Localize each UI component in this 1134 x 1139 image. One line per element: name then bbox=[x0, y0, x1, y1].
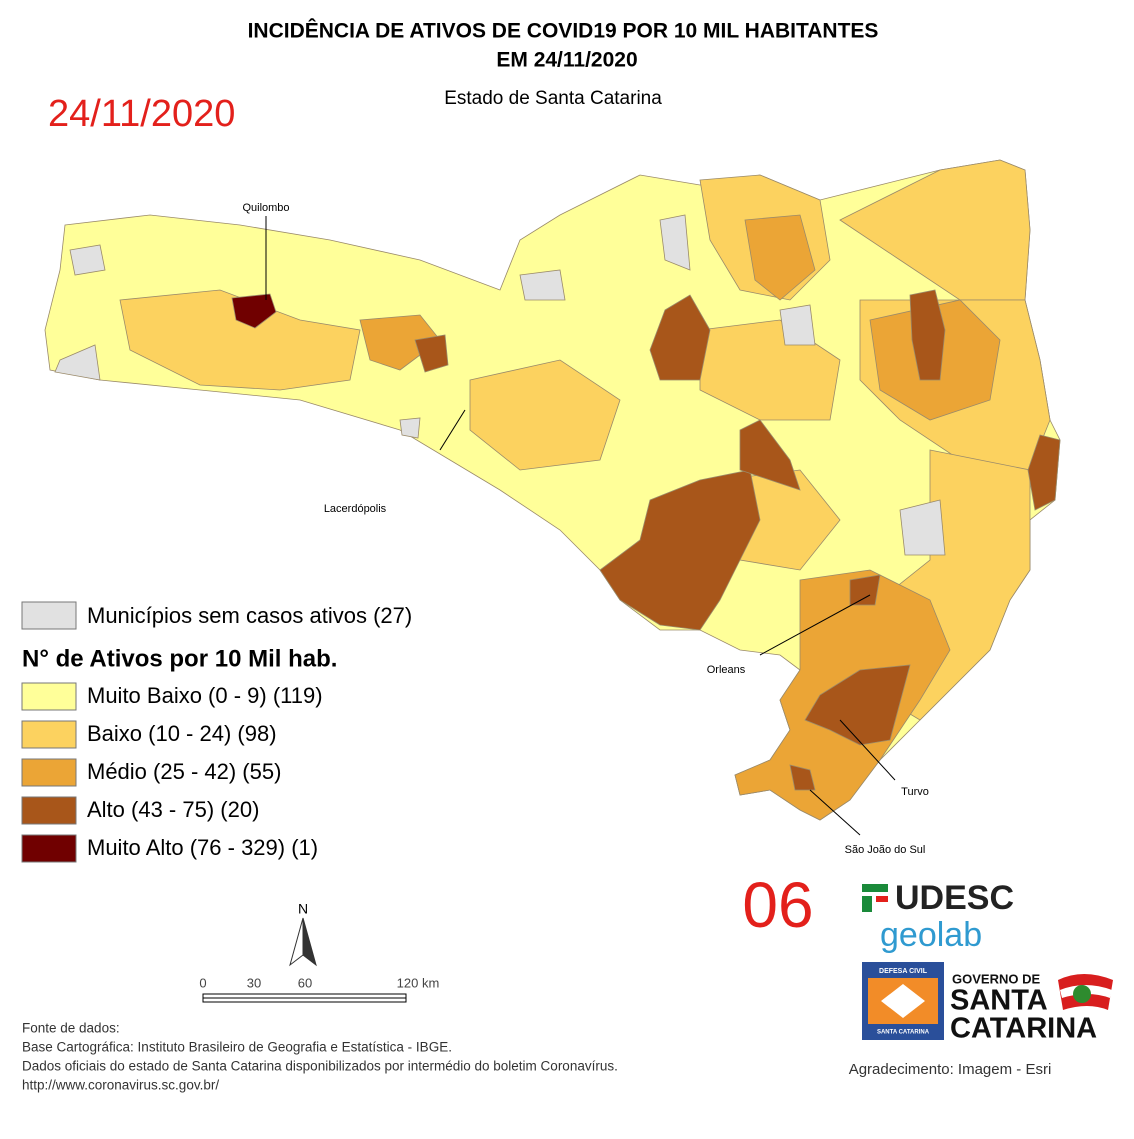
leader-line bbox=[809, 789, 861, 836]
logo-text: SANTA bbox=[950, 985, 1048, 1017]
region bbox=[804, 664, 911, 746]
logo-text: DEFESA CIVIL bbox=[879, 968, 928, 975]
logo-text: UDESC bbox=[895, 879, 1014, 917]
legend-label: Alto (43 - 75) (20) bbox=[87, 797, 259, 822]
legend-label: Muito Alto (76 - 329) (1) bbox=[87, 835, 318, 860]
arrow bbox=[289, 917, 304, 967]
page-number: 06 bbox=[742, 869, 813, 941]
region bbox=[519, 269, 566, 301]
legend-label: Baixo (10 - 24) (98) bbox=[87, 721, 277, 746]
legend-label: Muito Baixo (0 - 9) (119) bbox=[87, 683, 323, 708]
logo-text: CATARINA bbox=[950, 1013, 1097, 1045]
source-line: Dados oficiais do estado de Santa Catari… bbox=[22, 1059, 618, 1074]
leader-line bbox=[839, 719, 896, 781]
arrow bbox=[302, 917, 317, 967]
logos: UDESC geolab DEFESA CIVIL SANTA CATARINA… bbox=[862, 879, 1113, 1045]
source-line: Fonte de dados: bbox=[22, 1021, 120, 1036]
leader-line bbox=[439, 409, 466, 451]
scale-bar: 0 30 60 120 km bbox=[199, 975, 440, 1003]
subtitle: Estado de Santa Catarina bbox=[444, 88, 662, 109]
scale-box bbox=[202, 993, 407, 1003]
place-label: Lacerdópolis bbox=[324, 503, 387, 515]
region bbox=[779, 304, 816, 346]
scale-label: 30 bbox=[247, 975, 261, 990]
legend-swatch bbox=[21, 758, 77, 787]
title: EM 24/11/2020 bbox=[496, 49, 637, 72]
logo-text: SANTA CATARINA bbox=[877, 1030, 930, 1036]
logo-shape bbox=[862, 896, 872, 912]
legend-swatch bbox=[21, 834, 77, 863]
sources: Fonte de dados: Base Cartográfica: Insti… bbox=[22, 1021, 618, 1093]
flag bbox=[1073, 985, 1091, 1003]
region bbox=[599, 469, 761, 631]
region bbox=[54, 344, 101, 381]
credit: Agradecimento: Imagem - Esri bbox=[849, 1061, 1052, 1078]
region bbox=[399, 417, 421, 439]
region bbox=[849, 574, 881, 606]
title: INCIDÊNCIA DE ATIVOS DE COVID19 POR 10 M… bbox=[248, 19, 879, 43]
state-map: Quilombo Lacerdópolis Orleans Turvo São … bbox=[44, 159, 1061, 856]
legend-swatch bbox=[21, 796, 77, 825]
legend-label: Municípios sem casos ativos (27) bbox=[87, 603, 412, 628]
region bbox=[414, 334, 449, 373]
source-line: Base Cartográfica: Instituto Brasileiro … bbox=[22, 1040, 452, 1055]
logo-text: GOVERNO DE bbox=[952, 971, 1040, 986]
region bbox=[1027, 434, 1061, 511]
place-label: São João do Sul bbox=[845, 844, 926, 856]
legend-swatch bbox=[21, 682, 77, 711]
region bbox=[469, 359, 621, 471]
legend-swatch bbox=[21, 720, 77, 749]
leader-line bbox=[759, 594, 871, 656]
logo-shape bbox=[876, 896, 888, 902]
date-stamp: 24/11/2020 bbox=[48, 93, 235, 135]
scale-label: 60 bbox=[298, 975, 312, 990]
region bbox=[739, 419, 801, 491]
source-line: http://www.coronavirus.sc.gov.br/ bbox=[22, 1078, 219, 1093]
scale-label: 0 bbox=[199, 975, 206, 990]
region bbox=[789, 764, 816, 791]
logo-text: geolab bbox=[880, 916, 982, 954]
place-label: Orleans bbox=[707, 664, 746, 676]
logo-shape bbox=[881, 984, 925, 1018]
region bbox=[231, 293, 277, 329]
region bbox=[899, 499, 946, 556]
legend: Municípios sem casos ativos (27) N° de A… bbox=[21, 601, 412, 863]
legend-swatch bbox=[21, 601, 77, 630]
legend-label: Médio (25 - 42) (55) bbox=[87, 759, 281, 784]
scale-label: 120 km bbox=[397, 975, 440, 990]
place-label: Quilombo bbox=[242, 202, 289, 214]
logo-shape bbox=[862, 884, 888, 892]
region bbox=[659, 214, 691, 271]
legend-title: N° de Ativos por 10 Mil hab. bbox=[22, 645, 337, 672]
region bbox=[744, 214, 816, 301]
north-arrow: N bbox=[289, 901, 317, 967]
region bbox=[909, 289, 946, 381]
region bbox=[69, 244, 106, 276]
place-label: Turvo bbox=[901, 786, 929, 798]
region bbox=[649, 294, 711, 381]
north-label: N bbox=[298, 901, 308, 917]
region bbox=[839, 159, 1031, 301]
